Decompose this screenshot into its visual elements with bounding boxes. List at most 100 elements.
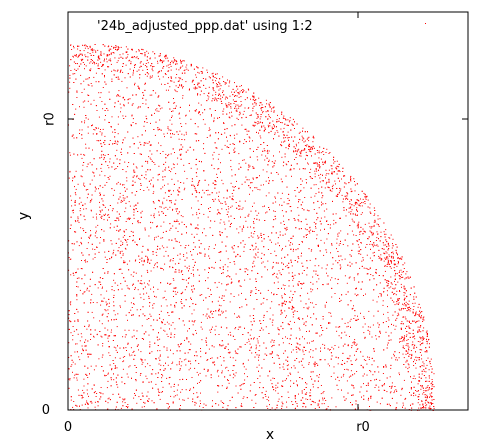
data-point xyxy=(265,99,267,101)
data-point xyxy=(70,70,72,71)
data-point xyxy=(182,216,184,218)
data-point xyxy=(294,408,296,410)
data-point xyxy=(315,193,317,195)
data-point xyxy=(338,260,340,262)
data-point xyxy=(346,368,348,370)
data-point xyxy=(412,309,414,311)
data-point xyxy=(240,285,242,287)
data-point xyxy=(147,62,149,64)
data-point xyxy=(230,278,232,280)
data-point xyxy=(117,181,119,183)
data-point xyxy=(235,385,237,387)
data-point xyxy=(166,132,168,134)
data-point xyxy=(160,327,162,329)
data-point xyxy=(92,258,94,260)
data-point xyxy=(132,239,134,241)
data-point xyxy=(218,168,220,170)
data-point xyxy=(283,352,285,354)
data-point xyxy=(261,237,262,238)
data-point xyxy=(325,268,327,270)
data-point xyxy=(345,198,346,200)
data-point xyxy=(87,189,89,190)
data-point xyxy=(265,180,267,182)
data-point xyxy=(183,279,185,281)
data-point xyxy=(359,205,361,207)
data-point xyxy=(393,392,395,394)
data-point xyxy=(281,295,283,297)
data-point xyxy=(175,208,177,210)
data-point xyxy=(408,300,410,302)
data-point xyxy=(90,83,92,84)
data-point xyxy=(107,398,109,400)
data-point xyxy=(81,137,83,139)
data-point xyxy=(350,191,352,193)
data-point xyxy=(287,198,289,199)
data-point xyxy=(271,241,272,243)
data-point xyxy=(352,220,354,222)
data-point xyxy=(311,400,313,402)
data-point xyxy=(104,251,106,253)
data-point xyxy=(255,346,257,348)
data-point xyxy=(323,210,325,212)
data-point xyxy=(216,86,218,88)
data-point xyxy=(285,137,287,139)
data-point xyxy=(176,389,178,391)
data-point xyxy=(237,104,239,106)
data-point xyxy=(259,387,261,389)
data-point xyxy=(72,55,74,57)
data-point xyxy=(405,344,407,346)
data-point xyxy=(332,184,334,186)
data-point xyxy=(320,239,322,241)
data-point xyxy=(117,202,119,204)
data-point xyxy=(165,153,167,155)
data-point xyxy=(171,111,172,112)
data-point xyxy=(135,380,137,382)
data-point xyxy=(82,397,84,398)
data-point xyxy=(404,407,406,409)
data-point xyxy=(335,260,337,262)
data-point xyxy=(125,314,127,316)
data-point xyxy=(69,152,71,154)
data-point xyxy=(111,116,113,118)
data-point xyxy=(131,114,133,116)
data-point xyxy=(419,404,421,406)
data-point xyxy=(290,237,292,239)
data-point xyxy=(295,149,297,151)
data-point xyxy=(396,273,398,275)
data-point xyxy=(117,60,119,62)
data-point xyxy=(326,283,328,285)
data-point xyxy=(102,186,104,188)
data-point xyxy=(97,401,99,403)
data-point xyxy=(296,380,297,382)
data-point xyxy=(167,364,169,366)
data-point xyxy=(262,112,264,114)
data-point xyxy=(187,149,189,151)
data-point xyxy=(147,256,148,258)
data-point xyxy=(109,140,111,141)
data-point xyxy=(259,102,261,104)
data-point xyxy=(301,272,303,274)
data-point xyxy=(117,313,119,315)
data-point xyxy=(173,102,175,104)
data-point xyxy=(385,321,387,322)
data-point xyxy=(108,306,110,307)
data-point xyxy=(152,222,154,224)
data-point xyxy=(258,97,260,99)
data-point xyxy=(162,170,164,172)
data-point xyxy=(108,214,110,216)
data-point xyxy=(157,246,159,247)
data-point xyxy=(84,68,85,70)
data-point xyxy=(402,404,404,406)
data-point xyxy=(345,183,347,185)
data-point xyxy=(193,275,195,277)
data-point xyxy=(407,351,409,353)
data-point xyxy=(359,233,361,235)
data-point xyxy=(243,396,245,398)
data-point xyxy=(253,222,255,224)
data-point xyxy=(181,299,182,300)
data-point xyxy=(102,128,104,130)
data-point xyxy=(360,312,361,314)
data-point xyxy=(320,385,322,386)
data-point xyxy=(95,50,97,52)
